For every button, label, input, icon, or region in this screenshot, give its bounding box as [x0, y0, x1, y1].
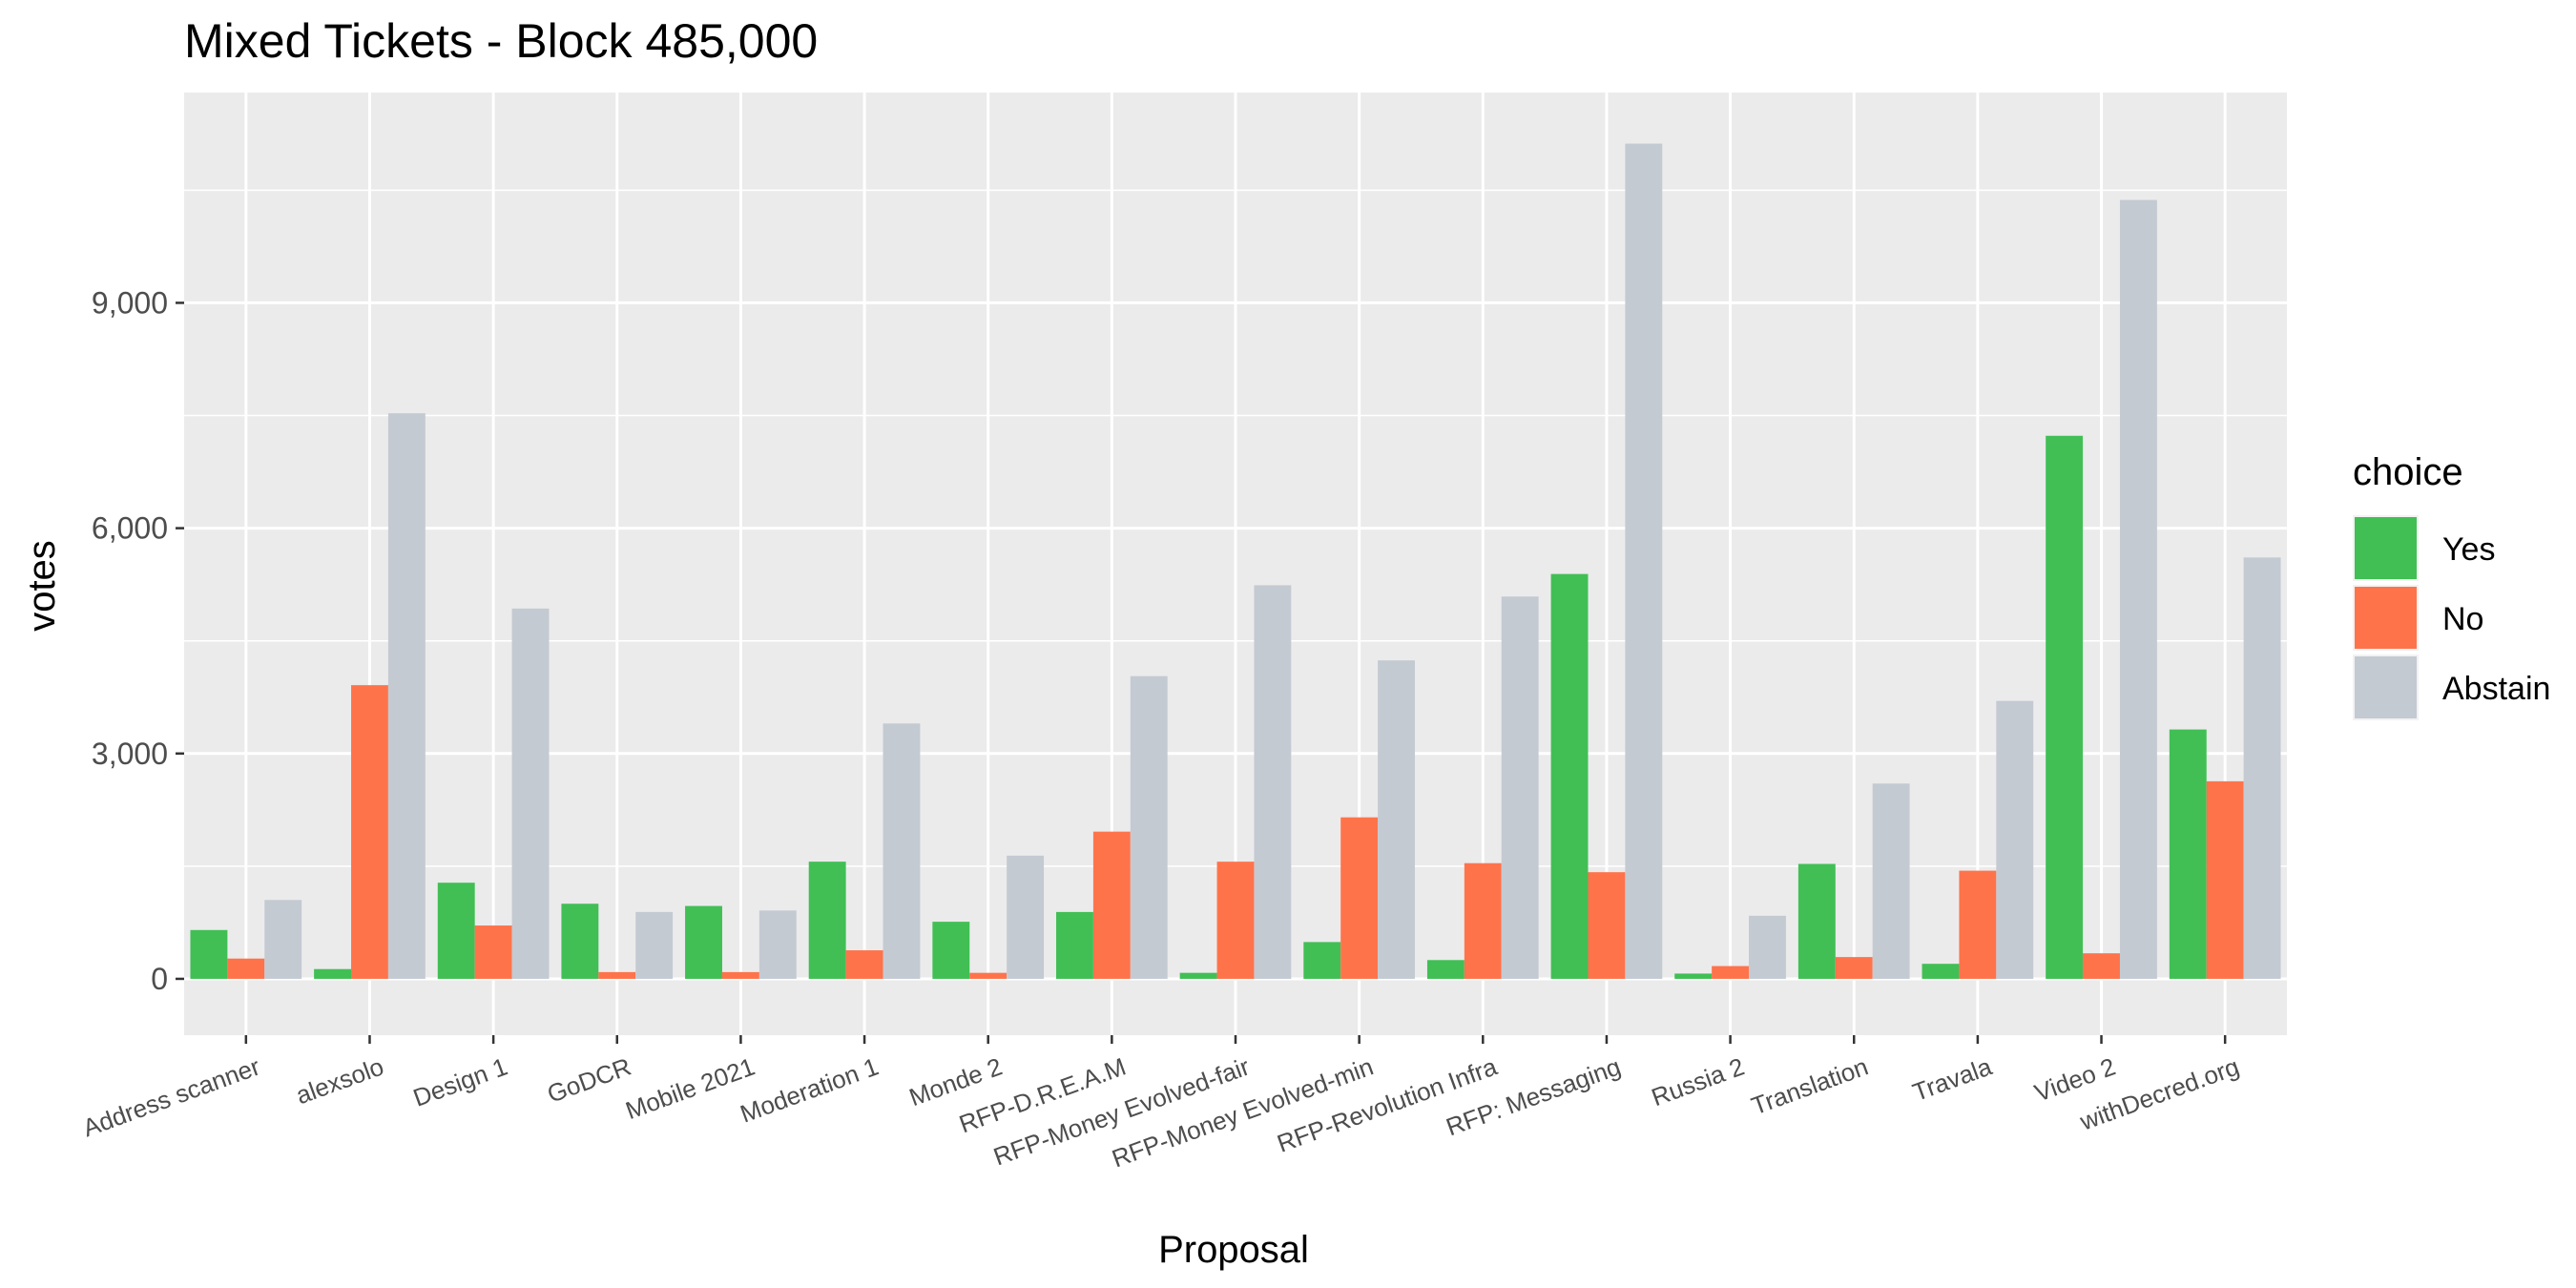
bar-yes-godcr [561, 904, 599, 979]
bar-abstain-design-1 [511, 608, 550, 979]
bar-yes-translation [1797, 863, 1836, 979]
bar-abstain-alexsolo [387, 413, 426, 979]
y-tick-label: 3,000 [92, 737, 168, 771]
legend-swatch-yes [2355, 517, 2417, 579]
bar-abstain-rfp-d-r-e-a-m [1130, 675, 1168, 979]
bar-no-rfp-messaging [1588, 872, 1626, 979]
y-tick-label: 9,000 [92, 285, 168, 320]
bar-abstain-withdecred-org [2243, 557, 2281, 979]
bar-yes-alexsolo [314, 968, 352, 979]
bar-yes-rfp-d-r-e-a-m [1056, 911, 1093, 979]
bar-no-russia-2 [1712, 966, 1750, 979]
bar-no-translation [1835, 957, 1873, 979]
bar-abstain-godcr [635, 911, 674, 979]
legend-swatch-no [2355, 587, 2417, 649]
bar-abstain-russia-2 [1749, 915, 1786, 979]
bar-no-design-1 [474, 925, 512, 979]
bar-abstain-rfp-money-evolved-min [1378, 660, 1415, 979]
bar-abstain-monde-2 [1007, 855, 1045, 979]
legend-swatch-abstain [2355, 656, 2417, 718]
bar-no-rfp-money-evolved-fair [1216, 862, 1255, 979]
bar-yes-rfp-messaging [1550, 573, 1589, 979]
bar-no-rfp-money-evolved-min [1340, 817, 1379, 979]
bar-yes-moderation-1 [808, 862, 846, 979]
bar-yes-rfp-revolution-infra [1426, 960, 1465, 979]
x-axis-title: Proposal [1158, 1229, 1309, 1271]
bar-no-video-2 [2083, 953, 2120, 979]
bar-no-mobile-2021 [721, 971, 759, 979]
bar-abstain-translation [1872, 783, 1910, 979]
bar-yes-video-2 [2046, 435, 2084, 979]
bar-yes-monde-2 [932, 922, 970, 979]
y-axis: 0 3,000 6,000 9,000 [92, 285, 184, 996]
bar-no-address-scanner [227, 958, 265, 979]
bar-no-alexsolo [351, 685, 388, 979]
chart-title: Mixed Tickets - Block 485,000 [184, 14, 818, 68]
bar-yes-rfp-money-evolved-fair [1179, 972, 1217, 979]
bar-no-godcr [598, 971, 636, 979]
bar-no-withdecred-org [2206, 780, 2244, 979]
bar-abstain-travala [1996, 700, 2034, 979]
bar-yes-travala [1922, 964, 1960, 979]
y-tick-label: 0 [151, 962, 168, 996]
bar-abstain-mobile-2021 [758, 910, 797, 979]
bar-no-rfp-d-r-e-a-m [1092, 831, 1131, 979]
legend: choice Yes No Abstain [2353, 451, 2550, 720]
y-tick-label: 6,000 [92, 511, 168, 546]
bar-yes-withdecred-org [2169, 729, 2207, 979]
bar-abstain-rfp-messaging [1625, 143, 1663, 979]
bar-yes-design-1 [437, 883, 475, 979]
bar-yes-mobile-2021 [685, 905, 722, 979]
bar-abstain-address-scanner [264, 900, 302, 979]
bar-no-moderation-1 [845, 950, 883, 979]
legend-title: choice [2353, 451, 2463, 493]
bars [190, 143, 2281, 979]
legend-label-no: No [2442, 601, 2483, 637]
bar-abstain-video-2 [2119, 199, 2157, 979]
bar-abstain-moderation-1 [883, 723, 921, 979]
bar-yes-address-scanner [190, 929, 228, 979]
bar-abstain-rfp-revolution-infra [1501, 596, 1539, 979]
bar-abstain-rfp-money-evolved-fair [1254, 585, 1292, 979]
bar-no-travala [1959, 870, 1997, 979]
legend-label-yes: Yes [2442, 531, 2495, 568]
bar-yes-russia-2 [1674, 973, 1713, 979]
bar-no-monde-2 [969, 972, 1008, 979]
bar-no-rfp-revolution-infra [1464, 862, 1502, 979]
bar-yes-rfp-money-evolved-min [1303, 942, 1341, 979]
y-axis-title: votes [21, 540, 63, 632]
legend-label-abstain: Abstain [2442, 671, 2550, 707]
